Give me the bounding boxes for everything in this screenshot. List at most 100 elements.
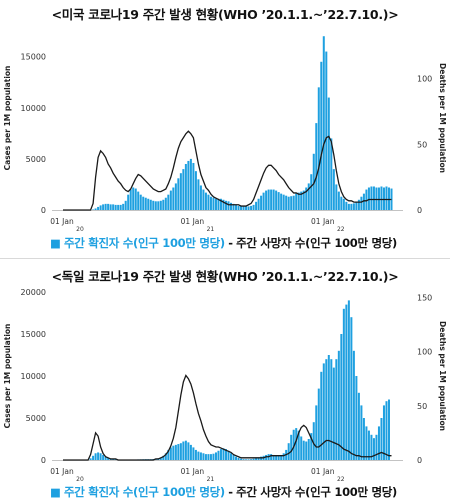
- x-tick-year-label: 21: [207, 226, 215, 233]
- bar: [270, 454, 273, 460]
- x-tick-year-label: 22: [337, 476, 345, 483]
- bar: [144, 197, 147, 210]
- bar: [164, 453, 167, 460]
- legend-deaths-label: 주간 사망자 수(인구 100만 명당): [236, 485, 397, 499]
- bar: [370, 186, 373, 210]
- deaths-line: [63, 130, 392, 211]
- bar: [122, 203, 125, 210]
- bar: [199, 452, 202, 460]
- bar: [352, 350, 355, 460]
- bar: [167, 449, 170, 460]
- bar: [167, 194, 170, 210]
- bar: [169, 447, 172, 460]
- bar: [159, 457, 162, 460]
- bar: [375, 434, 378, 460]
- bar: [142, 196, 145, 210]
- bar: [297, 430, 300, 460]
- chart-title: <미국 코로나19 주간 발생 현황(WHO ’20.1.1.~’22.7.10…: [51, 7, 399, 22]
- bar: [320, 61, 323, 211]
- bar: [207, 194, 210, 210]
- bar: [182, 169, 185, 210]
- bar: [245, 206, 248, 210]
- bar: [325, 359, 328, 460]
- bar: [282, 194, 285, 210]
- bar: [340, 334, 343, 460]
- legend-square-icon: ■: [50, 485, 61, 499]
- bar: [174, 444, 177, 460]
- bar: [179, 173, 182, 210]
- bar: [262, 192, 265, 210]
- y-tick-label: 20000: [21, 288, 46, 297]
- bar: [222, 448, 225, 460]
- bar: [197, 179, 200, 210]
- bar: [97, 206, 100, 210]
- bar: [350, 203, 353, 210]
- bar: [370, 434, 373, 460]
- bar: [307, 439, 310, 460]
- bar: [317, 388, 320, 460]
- bar: [387, 187, 390, 210]
- y2-tick-label: 100: [417, 75, 432, 84]
- bar: [345, 201, 348, 210]
- bar: [260, 195, 263, 210]
- bar: [194, 449, 197, 460]
- x-tick-label: 01 Jan: [311, 467, 335, 476]
- bar: [307, 183, 310, 210]
- bar: [127, 194, 130, 210]
- legend-separator: -: [228, 236, 233, 250]
- bar: [184, 164, 187, 210]
- bar: [350, 317, 353, 460]
- bar: [134, 188, 137, 210]
- y2-tick-label: 150: [417, 293, 432, 302]
- bar: [257, 457, 260, 460]
- bar: [212, 197, 215, 210]
- bar: [189, 444, 192, 460]
- bar: [342, 308, 345, 460]
- bar: [310, 433, 313, 460]
- bar: [272, 454, 275, 460]
- bar: [114, 204, 117, 210]
- bar: [192, 162, 195, 210]
- bar: [119, 204, 122, 210]
- bar: [247, 459, 250, 460]
- bar: [219, 449, 222, 460]
- x-tick-year-label: 21: [207, 476, 215, 483]
- bar: [202, 453, 205, 460]
- bar: [297, 192, 300, 210]
- bar: [189, 158, 192, 210]
- x-tick-year-label: 20: [76, 226, 84, 233]
- bar: [107, 457, 110, 460]
- bar: [137, 191, 140, 210]
- bar: [92, 455, 95, 460]
- bar: [94, 208, 97, 210]
- bar: [147, 198, 150, 210]
- x-tick-label: 01 Jan: [50, 467, 74, 476]
- legend-deaths-label: 주간 사망자 수(인구 100만 명당): [236, 236, 397, 250]
- y-tick-label: 0: [41, 456, 46, 465]
- chart-usa: 0 5000 10000 15000 0 50 100 Cases per 1M popula…: [3, 36, 447, 233]
- bar: [112, 459, 115, 460]
- x-tick-label: 01 Jan: [181, 217, 205, 226]
- x-tick-label: 01 Jan: [181, 467, 205, 476]
- bar: [194, 171, 197, 210]
- bar: [270, 189, 273, 210]
- bar: [330, 138, 333, 210]
- bar: [242, 206, 245, 210]
- bar: [292, 195, 295, 210]
- bar: [277, 192, 280, 210]
- y-axis-label: Cases per 1M population: [3, 66, 12, 171]
- y2-axis-label: Deaths per 1M population: [438, 63, 447, 173]
- bar: [252, 458, 255, 460]
- bar: [149, 199, 152, 210]
- bar: [327, 97, 330, 210]
- bar: [209, 196, 212, 210]
- bar: [280, 193, 283, 210]
- chart-germany: 0 5000 10000 15000 20000 0 50 100 150 Cases per 1…: [3, 288, 447, 483]
- bar: [325, 51, 328, 210]
- bar: [267, 189, 270, 210]
- bar: [219, 198, 222, 210]
- y-tick-label: 15000: [21, 53, 46, 62]
- bar: [204, 454, 207, 460]
- bar: [192, 447, 195, 460]
- bar: [377, 426, 380, 460]
